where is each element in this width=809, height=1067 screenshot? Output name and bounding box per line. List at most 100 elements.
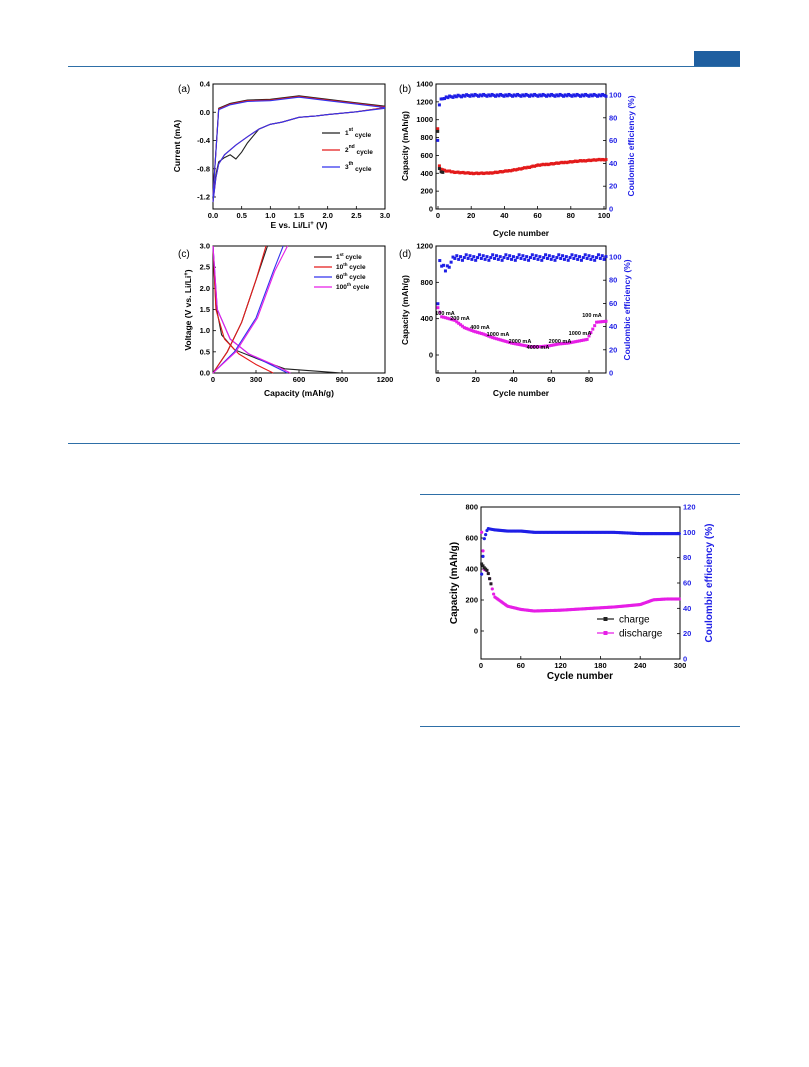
x-tick-label: 20 — [467, 211, 475, 220]
charge-point — [439, 170, 443, 174]
rate-ce-point — [493, 256, 497, 260]
rate-ce-point — [555, 256, 559, 260]
rate-ce-point — [519, 256, 523, 260]
y-tick-label: 20 — [609, 182, 617, 191]
legend-entry: 10th cycle — [336, 262, 366, 271]
capacity-point — [545, 162, 548, 166]
capacity-point — [524, 166, 528, 170]
rate-capacity-point — [498, 338, 502, 342]
discharge-point — [480, 530, 484, 534]
charge-point — [441, 170, 445, 174]
rate-ce-point — [600, 254, 604, 258]
x-tick-label: 1.5 — [294, 211, 304, 220]
rate-ce-point — [547, 254, 551, 258]
rate-ce-point — [487, 258, 491, 262]
x-tick-label: 900 — [336, 375, 349, 384]
capacity-point — [509, 169, 513, 173]
capacity-point — [562, 161, 565, 165]
rate-ce-point — [521, 254, 525, 258]
panel-d-y2label: Coulombic efficiency (%) — [622, 259, 632, 360]
rate-ce-point — [449, 260, 453, 264]
y-tick-label: 0 — [474, 627, 478, 636]
figure-bottom-rule — [68, 443, 740, 444]
capacity-point — [539, 163, 543, 167]
y-tick-label: 0 — [683, 655, 687, 664]
rate-capacity-point — [530, 345, 534, 349]
x-tick-label: 2.0 — [322, 211, 332, 220]
ce-point — [475, 93, 479, 97]
y-tick-label: 1000 — [416, 115, 433, 124]
capacity-point — [471, 172, 475, 176]
capacity-point — [529, 165, 533, 169]
rate-ce-point — [496, 257, 500, 261]
rate-ce-point — [453, 256, 457, 260]
ce-point — [529, 93, 533, 97]
capacity-point — [466, 171, 470, 175]
capacity-point — [548, 162, 552, 166]
ce-point — [555, 93, 559, 97]
rate-ce-point — [538, 255, 542, 259]
rate-capacity-point — [453, 318, 457, 322]
rate-capacity-point — [494, 337, 498, 341]
rate-capacity-point — [496, 337, 500, 341]
rate-capacity-point — [595, 320, 599, 324]
y-tick-label: 80 — [609, 276, 617, 285]
capacity-point — [528, 165, 531, 169]
rate-capacity-point — [479, 331, 483, 335]
ce-point — [538, 93, 542, 97]
rate-ce-point — [470, 257, 474, 261]
y-tick-label: 600 — [420, 151, 433, 160]
capacity-point — [594, 158, 598, 162]
ce-point — [541, 92, 545, 96]
chg-curve-10th — [212, 245, 267, 374]
capacity-point — [500, 170, 504, 174]
rate-capacity-point — [449, 317, 453, 321]
capacity-point — [565, 161, 569, 165]
ce-point — [458, 94, 462, 98]
rate-capacity-point — [510, 341, 514, 345]
rate-capacity-point — [521, 343, 525, 347]
capacity-point — [497, 170, 501, 174]
x-tick-label: 240 — [634, 661, 647, 670]
rate-capacity-point — [464, 326, 468, 330]
capacity-point — [492, 171, 496, 175]
rate-ce-point — [549, 257, 553, 261]
y-tick-label: 400 — [465, 565, 478, 574]
rate-ce-point — [585, 256, 589, 260]
rate-label: 100 mA — [435, 311, 455, 317]
x-tick-label: 60 — [547, 375, 555, 384]
capacity-point — [563, 160, 567, 164]
y-tick-label: 100 — [683, 528, 696, 537]
rate-ce-point — [576, 257, 580, 261]
rate-ce-point — [443, 269, 447, 273]
rate-ce-point — [574, 254, 578, 258]
rate-ce-point — [604, 255, 608, 259]
x-tick-label: 60 — [517, 661, 525, 670]
capacity-point — [482, 172, 486, 176]
capacity-point — [555, 161, 559, 165]
discharge-point — [492, 592, 496, 596]
ce-point — [522, 94, 526, 98]
ce-point — [495, 93, 499, 97]
rate-capacity-point — [500, 338, 504, 342]
ce-point — [551, 93, 555, 97]
ce-point — [572, 93, 576, 97]
rate-ce-point — [506, 256, 510, 260]
rate-capacity-point — [528, 345, 532, 349]
rate-capacity-point — [555, 342, 559, 346]
ce-point — [526, 93, 530, 97]
ce-point — [550, 92, 554, 96]
ce-point — [453, 94, 457, 98]
ce-point — [556, 94, 560, 98]
charge-point — [489, 582, 493, 586]
y-tick-label: 2.0 — [200, 284, 210, 293]
rate-label: 4000 mA — [527, 345, 550, 351]
rate-ce-point — [598, 256, 602, 260]
y-tick-label: 40 — [609, 159, 617, 168]
discharge-point — [490, 587, 494, 591]
ce-point — [548, 94, 552, 98]
rate-ce-point — [559, 256, 563, 260]
rate-capacity-point — [477, 331, 481, 335]
ce-point — [575, 92, 579, 96]
